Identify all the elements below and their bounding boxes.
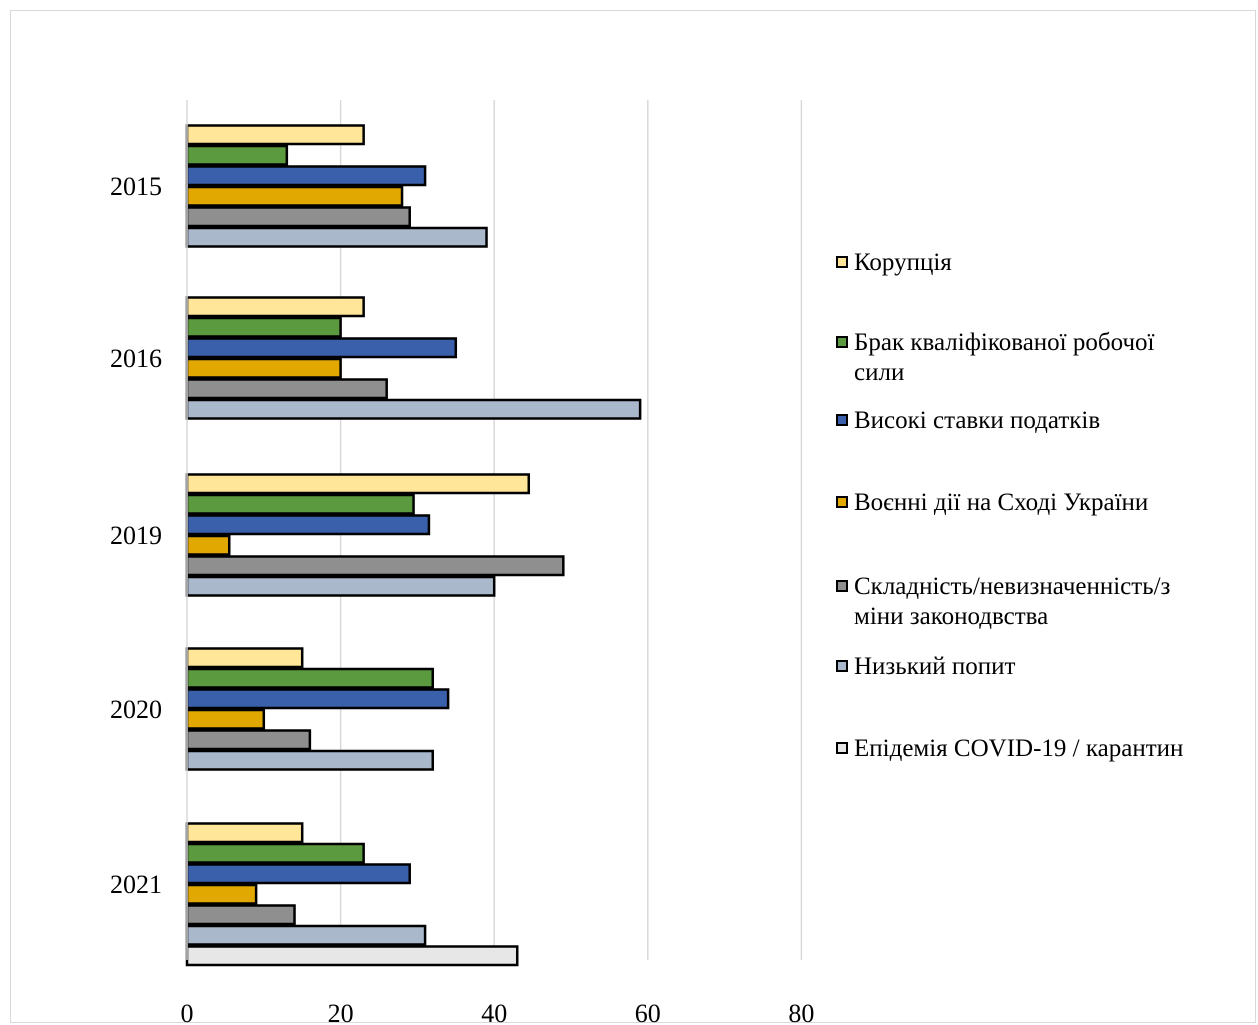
bar-2015-series-5 <box>185 226 488 248</box>
bar-2020-series-1 <box>185 667 435 689</box>
y-tick-label: 2019 <box>110 521 162 550</box>
legend-item: Складність/невизначенність/з міни законод… <box>836 572 1246 632</box>
bar-2020-series-0 <box>185 647 304 669</box>
legend-swatch <box>836 414 848 426</box>
bar-2019-series-4 <box>185 555 565 577</box>
x-tick-label: 20 <box>328 999 354 1025</box>
bar-2021-series-6 <box>185 945 519 967</box>
bar-2016-series-4 <box>185 378 388 400</box>
bar-2016-series-3 <box>185 357 342 379</box>
y-tick-label: 2016 <box>110 344 162 373</box>
legend-label: міни законодвства <box>854 603 1049 630</box>
bar-2021-series-0 <box>185 822 304 844</box>
x-tick-label: 80 <box>788 999 814 1025</box>
legend-swatch <box>836 580 848 592</box>
bar-2019-series-5 <box>185 575 496 597</box>
bar-2021-series-5 <box>185 924 427 946</box>
legend-swatch <box>836 336 848 348</box>
legend-label: Брак кваліфікованої робочої <box>854 329 1155 356</box>
legend-item: Воєнні дії на Сході України <box>836 488 1246 518</box>
bar-2020-series-2 <box>185 688 450 710</box>
legend-label: сили <box>854 359 905 386</box>
x-tick-label: 40 <box>481 999 507 1025</box>
legend-label: Низький попит <box>854 653 1016 680</box>
bar-2016-series-5 <box>185 398 642 420</box>
legend-label: Воєнні дії на Сході України <box>854 489 1149 516</box>
y-tick-label: 2021 <box>110 870 162 899</box>
legend-label: Епідемія COVID-19 / карантин <box>854 735 1184 762</box>
legend-item: Корупція <box>836 248 1246 278</box>
bar-2019-series-0 <box>185 473 531 495</box>
legend-label: Складність/невизначенність/з <box>854 573 1171 600</box>
tick-labels: 0 20 40 60 80 2015 2016 2019 2020 2021 <box>110 172 814 1025</box>
bar-2021-series-4 <box>185 904 296 926</box>
bar-2021-series-2 <box>185 863 411 885</box>
y-tick-label: 2020 <box>110 695 162 724</box>
bar-2019-series-1 <box>185 493 415 515</box>
bar-2021-series-1 <box>185 842 365 864</box>
bar-2016-series-0 <box>185 296 365 318</box>
legend-swatch <box>836 496 848 508</box>
bar-2015-series-3 <box>185 185 404 207</box>
bar-2020-series-3 <box>185 708 266 730</box>
legend-swatch <box>836 256 848 268</box>
bar-2019-series-2 <box>185 514 431 536</box>
bar-2016-series-1 <box>185 316 342 338</box>
legend-item: Брак кваліфікованої робочої сили <box>836 328 1246 388</box>
legend-swatch <box>836 742 848 754</box>
bar-2020-series-4 <box>185 729 312 751</box>
legend-label: Високі ставки податків <box>854 407 1101 434</box>
bar-2020-series-5 <box>185 749 435 771</box>
x-tick-label: 60 <box>635 999 661 1025</box>
bar-2015-series-1 <box>185 144 289 166</box>
bars <box>185 124 642 967</box>
legend-swatch <box>836 660 848 672</box>
bar-2021-series-3 <box>185 883 258 905</box>
y-tick-label: 2015 <box>110 172 162 201</box>
bar-2015-series-2 <box>185 165 427 187</box>
legend-item: Високі ставки податків <box>836 406 1246 436</box>
bar-2016-series-2 <box>185 337 458 359</box>
bar-2015-series-0 <box>185 124 365 146</box>
bar-2019-series-3 <box>185 534 231 556</box>
legend-item: Низький попит <box>836 652 1246 682</box>
bar-2015-series-4 <box>185 206 411 228</box>
legend-item: Епідемія COVID-19 / карантин <box>836 734 1246 764</box>
x-tick-label: 0 <box>181 999 194 1025</box>
legend-label: Корупція <box>854 249 952 276</box>
